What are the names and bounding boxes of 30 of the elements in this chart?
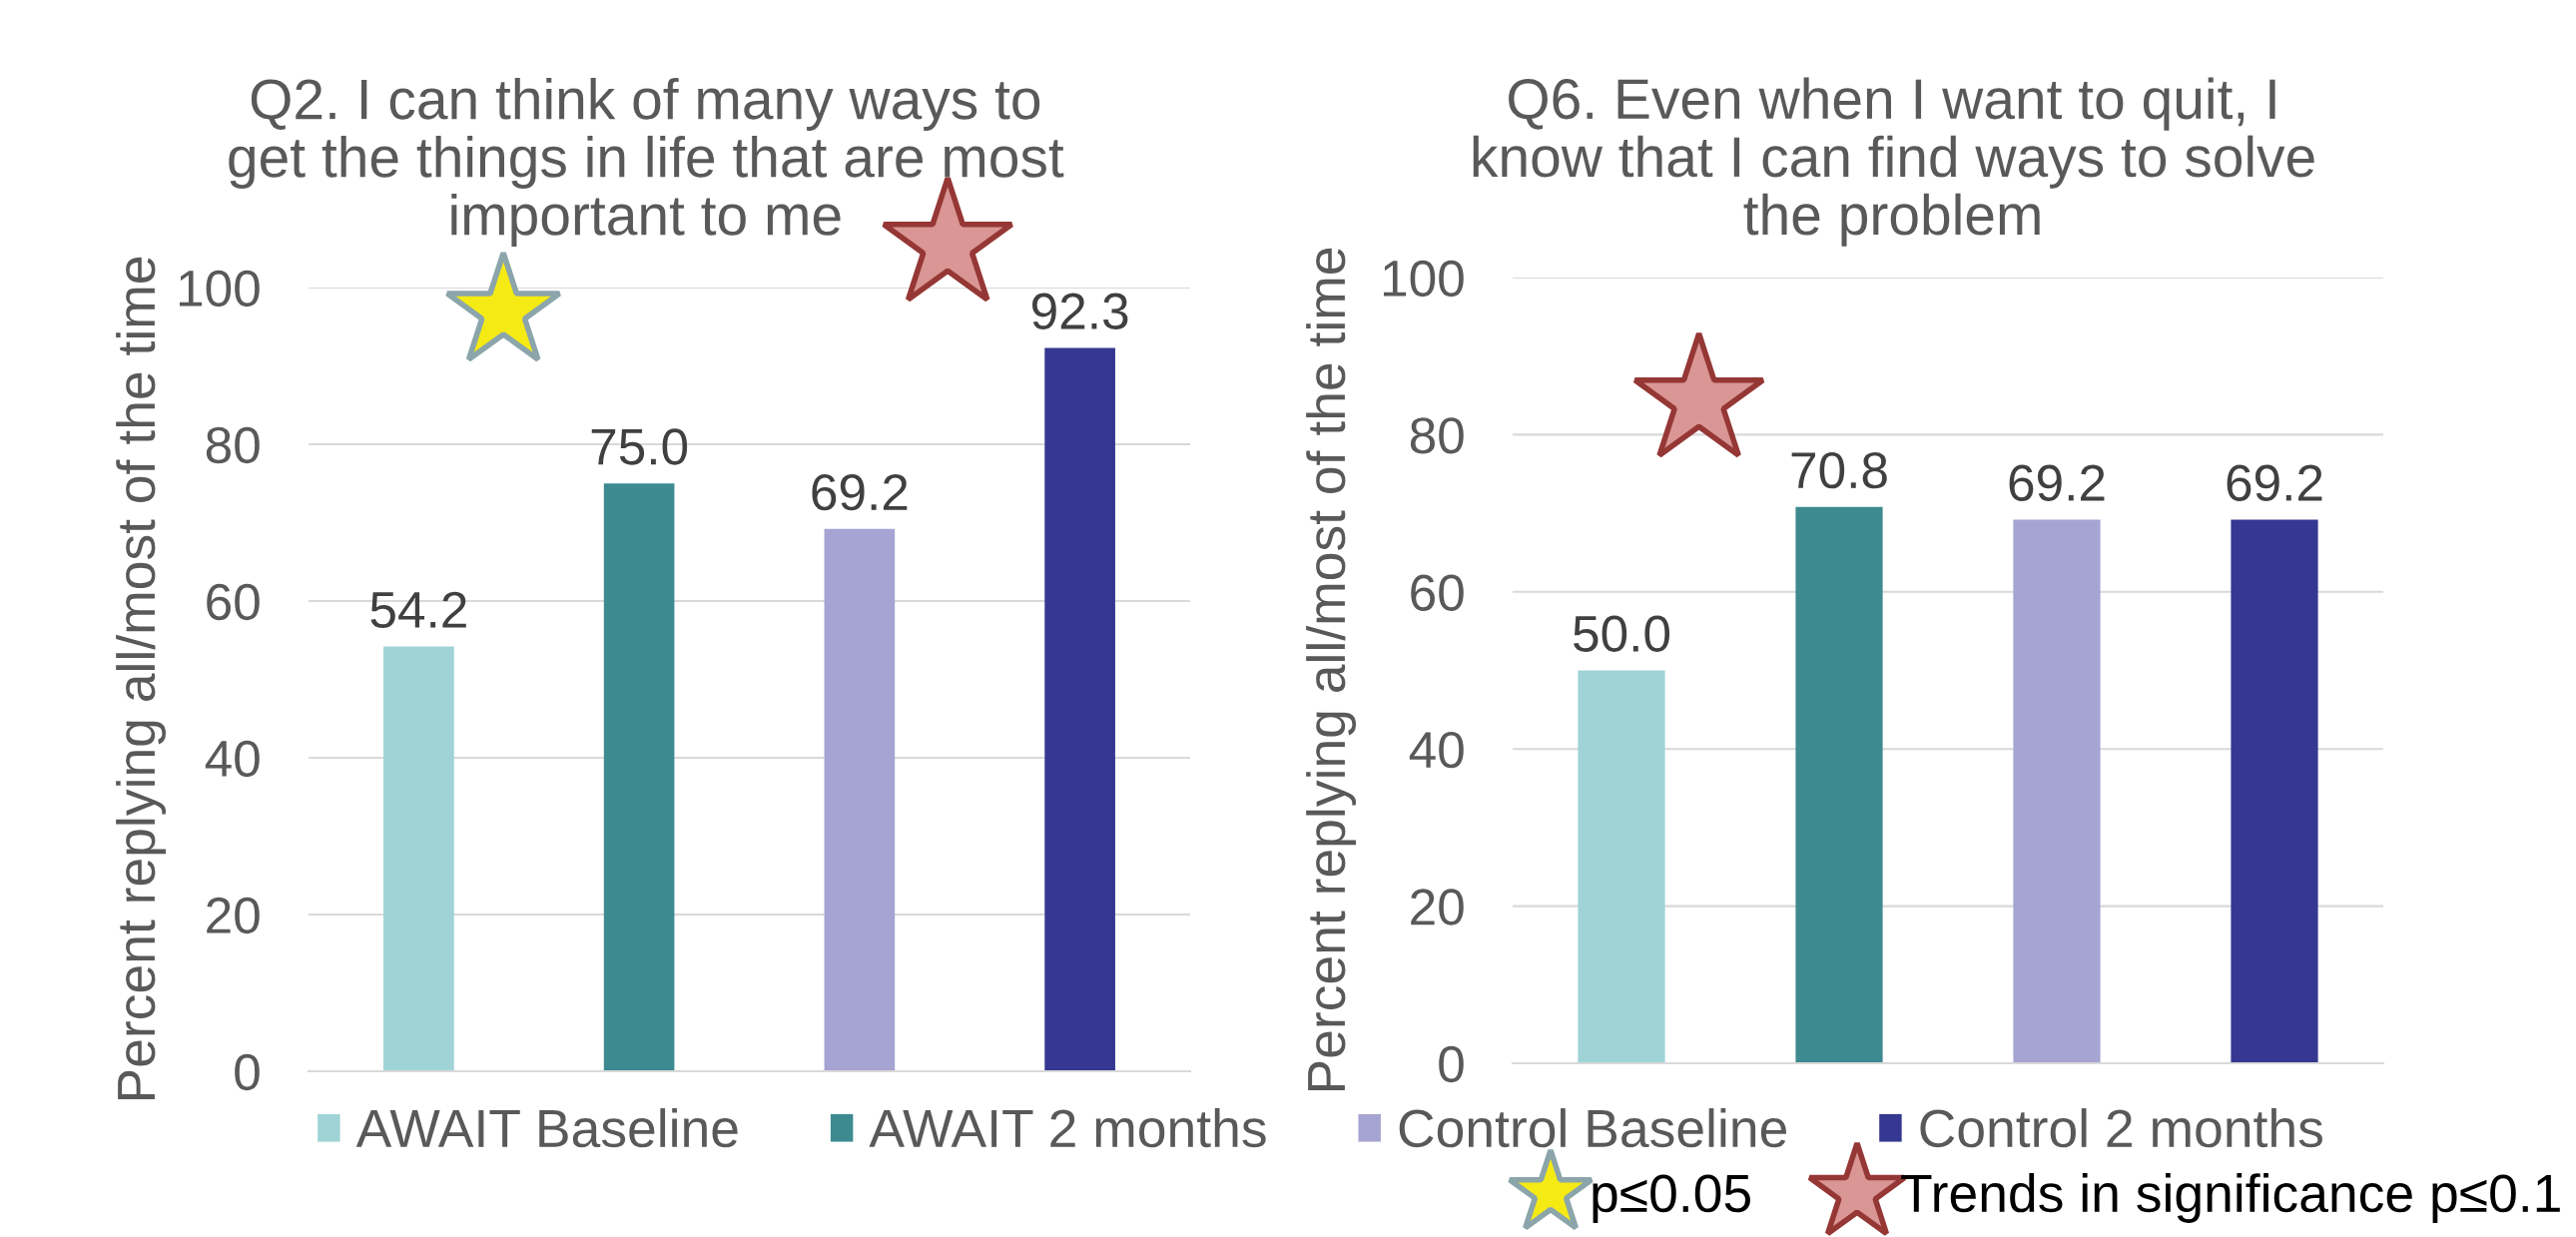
y-tick-label: 20 (1411, 889, 1464, 926)
y-tick-label: 40 (1409, 731, 1464, 769)
data-label: 70.8 (1791, 451, 1887, 489)
y-tick-label: 80 (1410, 417, 1464, 454)
y-tick-label: 20 (207, 897, 260, 934)
text: p≤0.05 (1593, 1174, 1750, 1223)
y-tick-label: 60 (207, 583, 260, 621)
y-tick-label: 0 (235, 1053, 260, 1091)
chart-title: Q6. Even when I want to quit, I know that I can find ways to solve the problem (1473, 77, 2314, 247)
y-tick-label: 60 (1411, 574, 1464, 611)
legend-label: AWAIT Baseline (355, 1108, 738, 1148)
legend-label: AWAIT 2 months (869, 1108, 1266, 1148)
y-tick-label: 40 (205, 740, 260, 778)
data-label: 69.2 (812, 473, 908, 511)
y-tick-label: 100 (1383, 260, 1464, 298)
legend-label: Control Baseline (1399, 1108, 1786, 1148)
data-label: 50.0 (1574, 615, 1669, 653)
y-tick-label: 80 (206, 426, 260, 464)
chart-title: Q2. I can think of many ways to get the things in life that are most important to me (229, 77, 1064, 248)
y-tick-label: 100 (179, 270, 260, 308)
data-label: 92.3 (1032, 293, 1128, 329)
data-label: 75.0 (591, 428, 688, 465)
legend-label: Control 2 months (1920, 1108, 2322, 1148)
y-axis-title: Percent replying all/most of the time (116, 257, 166, 1100)
data-label: 69.2 (2009, 464, 2105, 501)
text: Trends in significance p≤0.1 (1901, 1173, 2560, 1223)
data-label: 69.2 (2227, 464, 2322, 501)
data-label: 54.2 (370, 591, 466, 629)
y-axis-title: Percent replying all/most of the time (1306, 248, 1356, 1091)
y-tick-label: 0 (1439, 1045, 1464, 1083)
